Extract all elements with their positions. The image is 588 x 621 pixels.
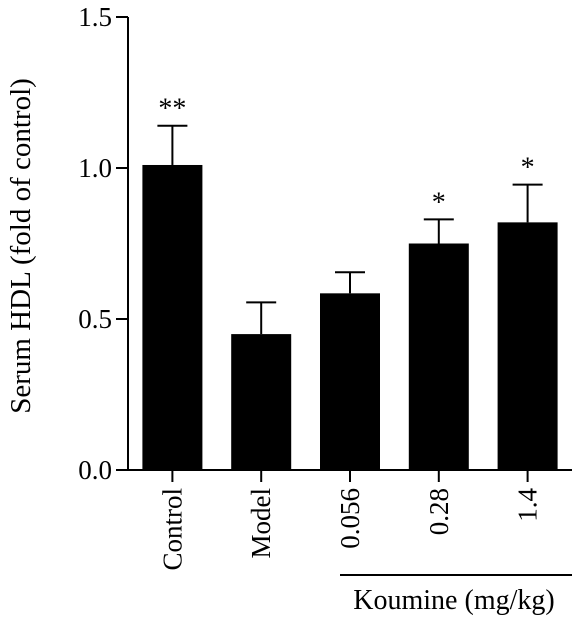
group-label: Koumine (mg/kg) bbox=[353, 585, 554, 616]
bar bbox=[497, 222, 558, 470]
bars: Control ** Model 0.056 0.28 * 1.4 * bbox=[142, 94, 558, 571]
x-tick-label: 0.28 bbox=[424, 488, 454, 535]
bar-group: Control ** bbox=[142, 94, 203, 571]
bar bbox=[231, 334, 292, 470]
y-axis-title: Serum HDL (fold of control) bbox=[5, 78, 37, 414]
bar-group: 0.056 bbox=[320, 271, 380, 549]
x-tick-label: 1.4 bbox=[513, 488, 543, 522]
significance-marker: ** bbox=[158, 94, 186, 125]
bar-group: Model bbox=[231, 301, 292, 559]
x-tick-label: 0.056 bbox=[335, 488, 365, 549]
x-tick-label: Control bbox=[157, 488, 187, 571]
y-tick-label: 1.5 bbox=[78, 2, 112, 32]
y-axis: 0.0 0.5 1.0 1.5 bbox=[78, 2, 129, 485]
bar-group: 1.4 * bbox=[497, 153, 558, 522]
y-tick-label: 0.0 bbox=[78, 455, 112, 485]
x-tick-label: Model bbox=[246, 488, 276, 559]
koumine-group-bracket: Koumine (mg/kg) bbox=[340, 574, 572, 616]
y-tick-label: 1.0 bbox=[78, 153, 112, 183]
significance-marker: * bbox=[521, 153, 535, 184]
bar bbox=[408, 243, 469, 470]
bar-group: 0.28 * bbox=[408, 187, 469, 535]
y-tick-label: 0.5 bbox=[78, 304, 112, 334]
bar bbox=[320, 293, 380, 470]
significance-marker: * bbox=[432, 187, 446, 218]
bar bbox=[142, 164, 203, 471]
